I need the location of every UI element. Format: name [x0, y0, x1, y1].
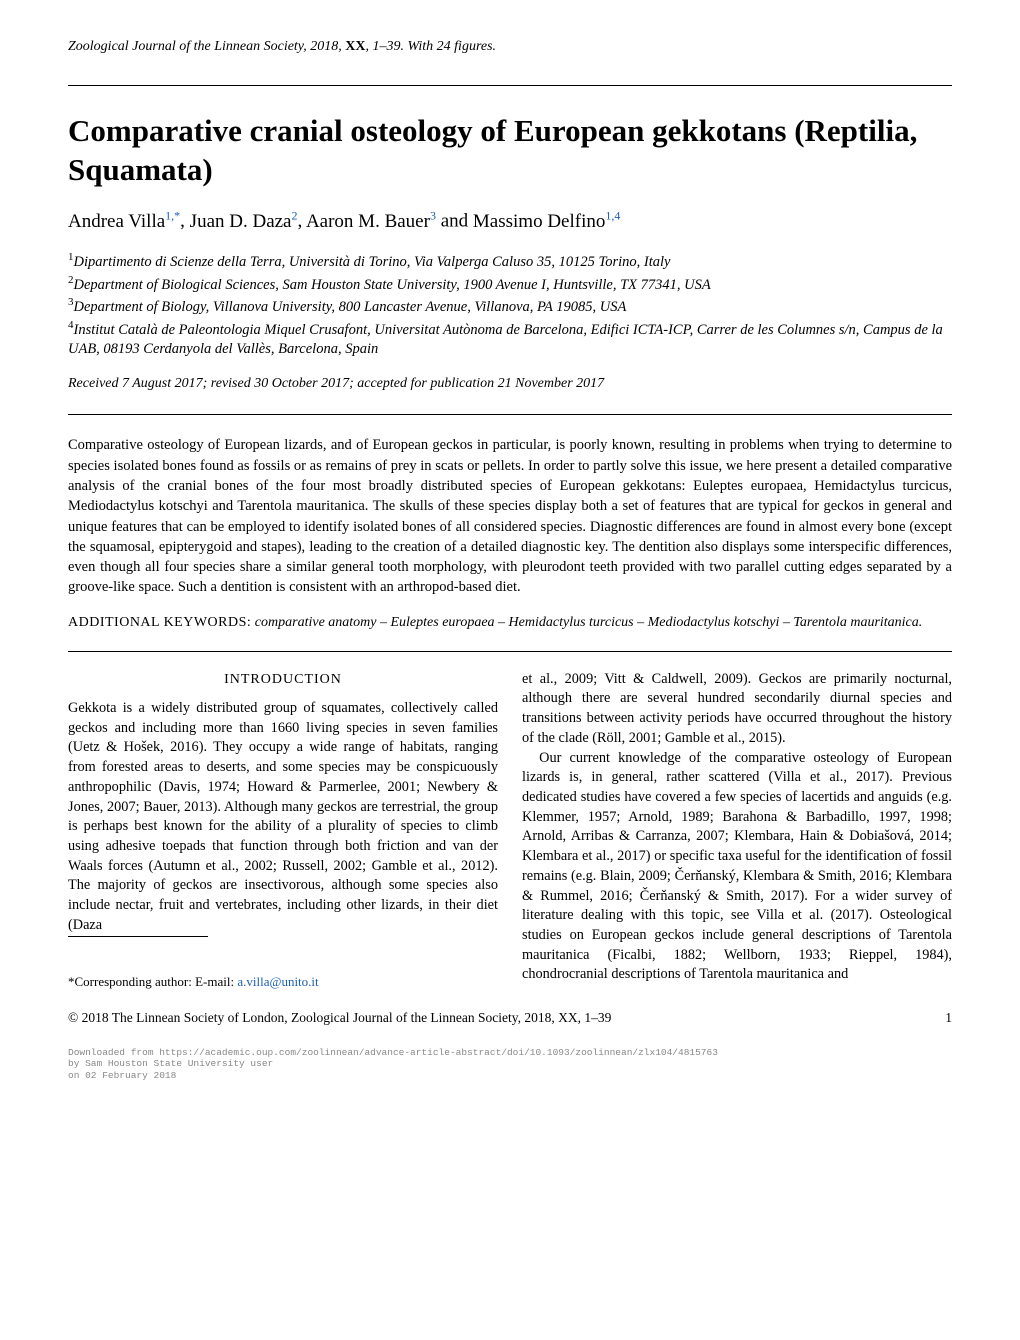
keywords-text: comparative anatomy – Euleptes europaea …	[251, 615, 922, 630]
rule-above-abstract	[68, 414, 952, 415]
rule-top	[68, 85, 952, 86]
author-name: Massimo Delfino	[473, 211, 605, 232]
journal-figures: With 24 figures.	[408, 39, 497, 54]
dl-footer-line: on 02 February 2018	[68, 1070, 952, 1081]
affiliation: 3Department of Biology, Villanova Univer…	[68, 295, 952, 317]
section-heading-introduction: INTRODUCTION	[68, 670, 498, 689]
corresp-email-link[interactable]: a.villa@unito.it	[237, 974, 318, 989]
author-4: Massimo Delfino1,4	[473, 211, 620, 232]
corresp-label: *Corresponding author: E-mail:	[68, 974, 237, 989]
journal-name: Zoological Journal of the Linnean Societ…	[68, 39, 303, 54]
affil-text: Institut Català de Paleontologia Miquel …	[68, 321, 943, 357]
author-name: Andrea Villa	[68, 211, 165, 232]
author-sep: ,	[180, 211, 190, 232]
affiliations: 1Dipartimento di Scienze della Terra, Un…	[68, 250, 952, 359]
body-columns: INTRODUCTION Gekkota is a widely distrib…	[68, 670, 952, 991]
author-affil-link[interactable]: 1,*	[165, 208, 180, 222]
article-dates: Received 7 August 2017; revised 30 Octob…	[68, 375, 952, 394]
author-name: Aaron M. Bauer	[306, 211, 430, 232]
affiliation: 4Institut Català de Paleontologia Miquel…	[68, 318, 952, 360]
download-footer: Downloaded from https://academic.oup.com…	[68, 1047, 952, 1081]
journal-pages: 1–39	[373, 39, 401, 54]
affil-text: Dipartimento di Scienze della Terra, Uni…	[74, 254, 671, 270]
rule-below-keywords	[68, 651, 952, 652]
keywords: ADDITIONAL KEYWORDS: comparative anatomy…	[68, 614, 952, 633]
corresponding-author: *Corresponding author: E-mail: a.villa@u…	[68, 973, 498, 991]
copyright-text: © 2018 The Linnean Society of London, Zo…	[68, 1009, 611, 1027]
left-column: INTRODUCTION Gekkota is a widely distrib…	[68, 670, 498, 991]
journal-year: 2018	[310, 39, 338, 54]
author-name: Juan D. Daza	[190, 211, 292, 232]
dl-footer-line: Downloaded from https://academic.oup.com…	[68, 1047, 952, 1058]
authors-line: Andrea Villa1,*, Juan D. Daza2, Aaron M.…	[68, 207, 952, 234]
affiliation: 1Dipartimento di Scienze della Terra, Un…	[68, 250, 952, 272]
page-number: 1	[945, 1009, 952, 1027]
affil-text: Department of Biology, Villanova Univers…	[74, 299, 627, 315]
keywords-lead: ADDITIONAL KEYWORDS:	[68, 615, 251, 630]
body-paragraph: et al., 2009; Vitt & Caldwell, 2009). Ge…	[522, 670, 952, 749]
author-1: Andrea Villa1,*	[68, 211, 180, 232]
right-column: et al., 2009; Vitt & Caldwell, 2009). Ge…	[522, 670, 952, 991]
article-title: Comparative cranial osteology of Europea…	[68, 112, 952, 190]
dl-footer-line: by Sam Houston State University user	[68, 1058, 952, 1069]
corresp-rule	[68, 936, 208, 937]
body-paragraph: Gekkota is a widely distributed group of…	[68, 699, 498, 936]
affil-text: Department of Biological Sciences, Sam H…	[74, 277, 711, 293]
affiliation: 2Department of Biological Sciences, Sam …	[68, 273, 952, 295]
abstract: Comparative osteology of European lizard…	[68, 435, 952, 597]
author-2: Juan D. Daza2	[190, 211, 298, 232]
body-paragraph: Our current knowledge of the comparative…	[522, 749, 952, 986]
author-sep: ,	[298, 211, 306, 232]
author-3: Aaron M. Bauer3	[306, 211, 436, 232]
journal-volume: XX	[345, 39, 365, 54]
author-sep: and	[436, 211, 473, 232]
journal-header: Zoological Journal of the Linnean Societ…	[68, 38, 952, 57]
copyright-line: © 2018 The Linnean Society of London, Zo…	[68, 1009, 952, 1027]
author-affil-link[interactable]: 1,4	[605, 208, 620, 222]
